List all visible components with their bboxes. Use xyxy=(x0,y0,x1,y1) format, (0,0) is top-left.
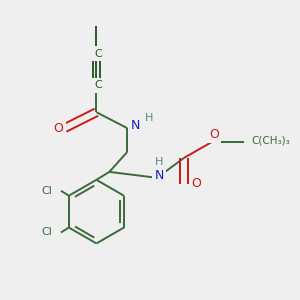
Text: O: O xyxy=(191,177,201,190)
Text: N: N xyxy=(154,169,164,182)
Text: C(CH₃)₃: C(CH₃)₃ xyxy=(251,135,290,145)
Text: O: O xyxy=(209,128,219,141)
Text: H: H xyxy=(145,113,153,123)
Text: H: H xyxy=(155,157,163,167)
Text: Cl: Cl xyxy=(42,227,52,238)
Text: C: C xyxy=(94,49,102,58)
Text: O: O xyxy=(54,122,64,135)
Text: C: C xyxy=(94,80,102,90)
Text: N: N xyxy=(130,119,140,132)
Text: Cl: Cl xyxy=(42,186,52,196)
